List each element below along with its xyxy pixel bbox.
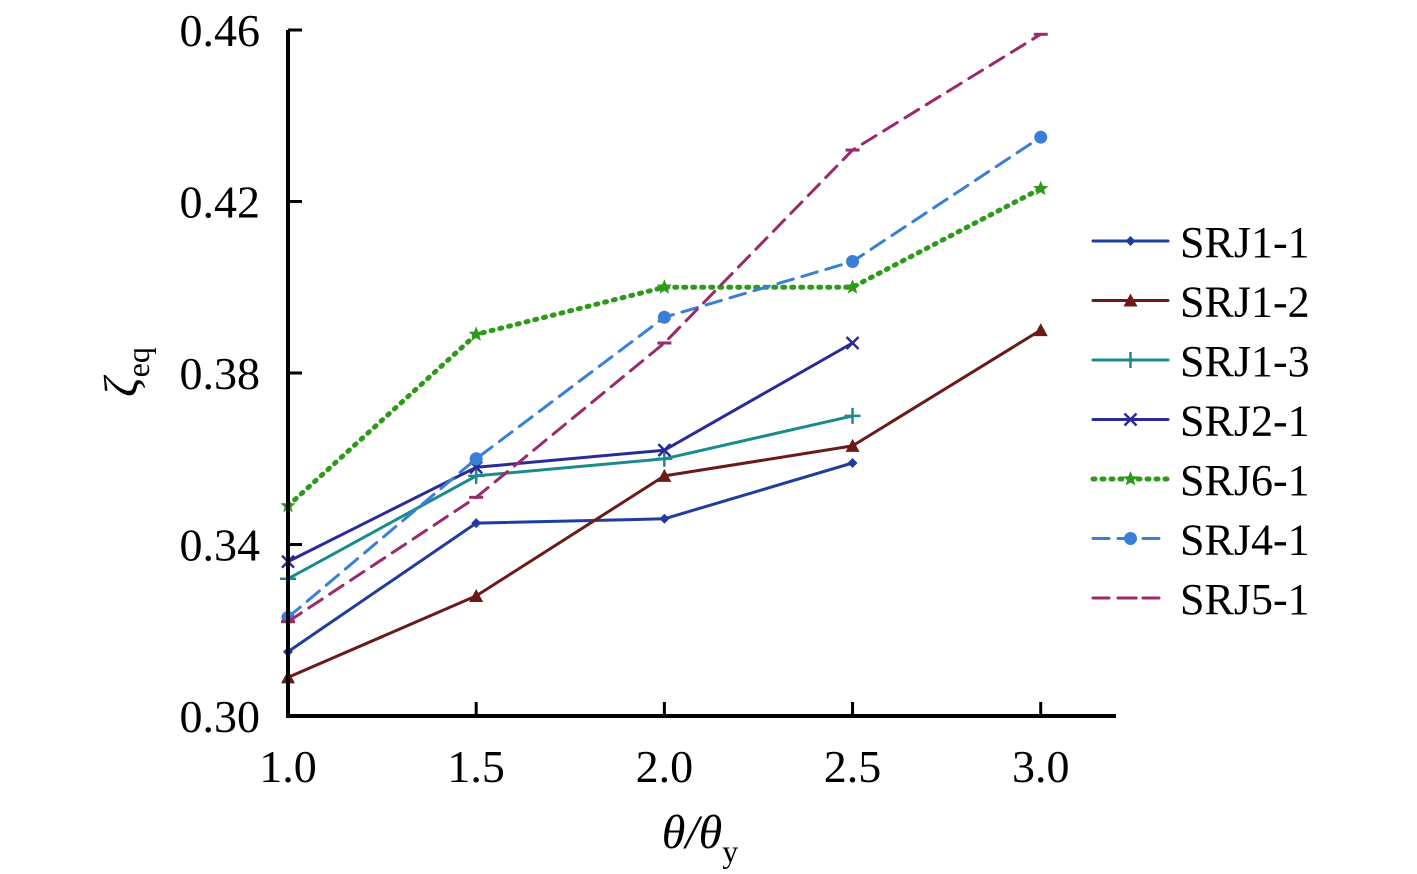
legend-marker-srj6-1: [1122, 471, 1139, 486]
y-tick-label: 0.34: [180, 520, 261, 571]
data-point-srj1-3: [656, 450, 673, 467]
data-point-srj6-1: [844, 279, 861, 294]
series-srj5-1: [281, 32, 1048, 624]
series-srj1-2: [281, 323, 1048, 684]
legend-label-srj2-1: SRJ2-1: [1180, 397, 1310, 446]
y-tick-label: 0.42: [180, 177, 261, 228]
legend-marker-srj1-3: [1122, 352, 1139, 368]
legend-item-srj2-1: SRJ2-1: [1091, 397, 1310, 446]
data-point-srj4-1: [657, 310, 671, 324]
data-point-srj1-1: [659, 513, 670, 524]
data-point-srj1-1: [471, 518, 482, 529]
y-axis-title: ζeq: [95, 347, 156, 397]
data-point-srj1-2: [845, 438, 860, 452]
series-line-srj1-1: [286, 461, 854, 654]
legend-label-srj4-1: SRJ4-1: [1180, 516, 1310, 565]
legend-item-srj1-3: SRJ1-3: [1091, 337, 1310, 386]
legend-item-srj5-1: SRJ5-1: [1091, 575, 1310, 624]
legend-marker-srj1-2: [1123, 293, 1138, 307]
y-tick-label: 0.38: [180, 348, 261, 399]
data-point-srj6-1: [1033, 180, 1049, 196]
data-point-srj6-1: [468, 326, 484, 341]
data-point-srj1-3: [844, 407, 861, 424]
series-line-srj1-3: [286, 414, 854, 581]
series-srj2-1: [281, 336, 860, 569]
legend-label-srj5-1: SRJ5-1: [1180, 575, 1310, 624]
legend-item-srj1-2: SRJ1-2: [1091, 278, 1310, 327]
legend: SRJ1-1 SRJ1-2 SRJ1-3 SRJ2-1 SRJ6-1 SRJ4-1 SRJ5…: [1090, 218, 1310, 624]
data-point-srj1-3: [468, 467, 485, 484]
x-tick-label: 2.5: [824, 741, 882, 792]
legend-item-srj4-1: SRJ4-1: [1091, 516, 1310, 565]
data-point-srj1-2: [469, 588, 484, 602]
data-point-srj1-2: [1033, 323, 1048, 337]
data-point-srj1-1: [847, 458, 858, 469]
legend-marker-srj2-1: [1123, 412, 1138, 427]
y-tick-label: 0.30: [180, 691, 261, 742]
legend-label-srj1-3: SRJ1-3: [1180, 337, 1310, 386]
data-point-srj4-1: [1034, 130, 1048, 144]
data-point-srj2-1: [845, 336, 860, 350]
axes-layer: [286, 30, 1116, 718]
x-tick-label: 3.0: [1012, 741, 1070, 792]
x-tick-label: 2.0: [636, 741, 694, 792]
series-srj1-1: [283, 458, 858, 657]
data-point-srj6-1: [656, 279, 672, 294]
ticks-layer: 0.30 0.34 0.38 0.42 0.46 1.0 1.5 2.0 2.5 3.0: [180, 5, 1070, 792]
y-tick-label: 0.46: [180, 5, 261, 56]
x-tick-label: 1.5: [447, 741, 505, 792]
legend-label-srj1-2: SRJ1-2: [1180, 278, 1310, 327]
x-axis-title: θ/θy: [662, 806, 739, 869]
data-point-srj1-2: [657, 468, 672, 482]
data-point-srj4-1: [469, 452, 483, 466]
legend-item-srj1-1: SRJ1-1: [1091, 218, 1310, 267]
series-line-srj2-1: [286, 341, 854, 564]
legend-marker-srj4-1: [1124, 532, 1137, 545]
legend-item-srj6-1: SRJ6-1: [1090, 456, 1310, 505]
legend-label-srj1-1: SRJ1-1: [1180, 218, 1310, 267]
data-point-srj2-1: [657, 443, 672, 458]
series-layer: [280, 32, 1049, 684]
data-point-srj4-1: [846, 255, 860, 269]
x-tick-label: 1.0: [259, 741, 317, 792]
legend-label-srj6-1: SRJ6-1: [1180, 456, 1310, 505]
legend-marker-srj1-1: [1125, 236, 1136, 246]
series-line-srj5-1: [286, 32, 1043, 624]
